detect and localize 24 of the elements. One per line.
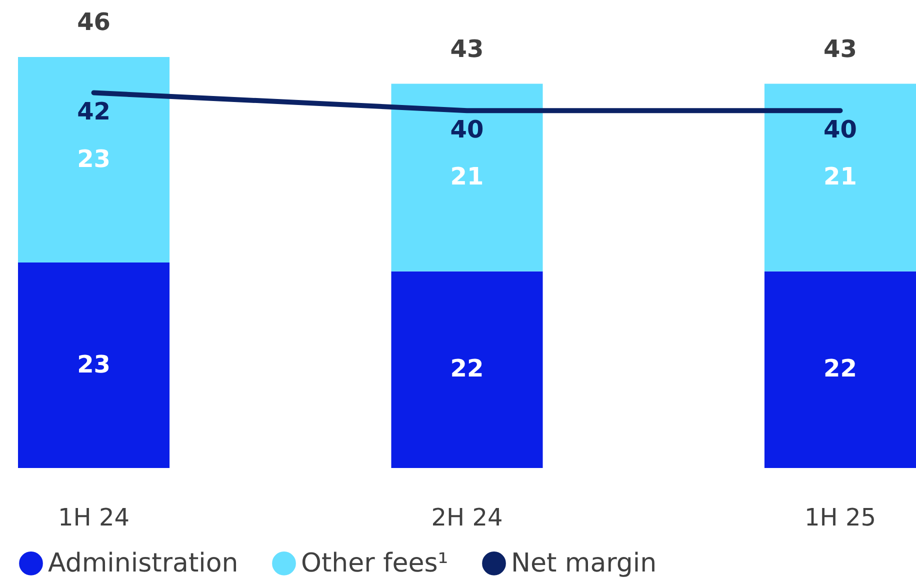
bar bbox=[391, 84, 543, 272]
x-tick-label: 1H 24 bbox=[58, 504, 130, 532]
legend-label: Net margin bbox=[511, 548, 657, 578]
data-label: 23 bbox=[77, 144, 110, 173]
x-tick-label: 1H 25 bbox=[804, 504, 876, 532]
bar bbox=[764, 271, 916, 468]
bar bbox=[18, 57, 170, 262]
data-label: 21 bbox=[824, 162, 857, 191]
total-label: 43 bbox=[450, 34, 484, 63]
data-label: 22 bbox=[450, 354, 484, 383]
data-label: 22 bbox=[824, 354, 857, 383]
legend-label: Administration bbox=[48, 548, 238, 578]
legend-label: Other fees¹ bbox=[301, 548, 448, 578]
x-tick-label: 2H 24 bbox=[431, 504, 503, 532]
data-label: 40 bbox=[450, 116, 484, 144]
data-label: 21 bbox=[450, 162, 484, 191]
total-label: 46 bbox=[77, 8, 110, 36]
data-label: 23 bbox=[77, 350, 110, 378]
bar bbox=[764, 84, 916, 272]
data-label: 42 bbox=[77, 98, 110, 126]
data-label: 40 bbox=[824, 116, 857, 144]
total-label: 43 bbox=[824, 34, 857, 63]
bar bbox=[391, 271, 543, 468]
bar bbox=[18, 262, 170, 468]
